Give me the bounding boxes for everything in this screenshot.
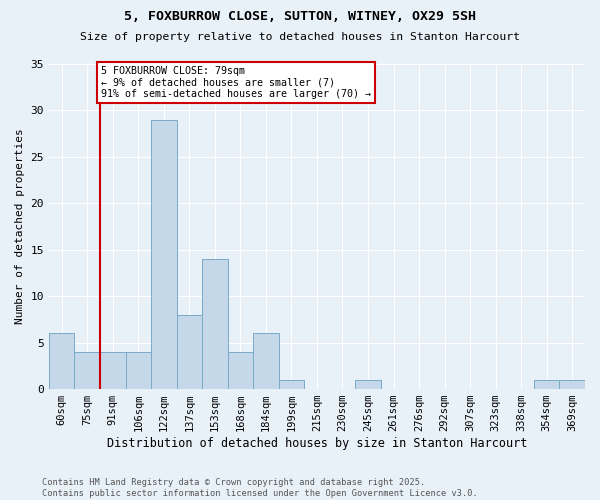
Bar bbox=[125, 352, 151, 389]
Bar bbox=[355, 380, 381, 389]
Text: Size of property relative to detached houses in Stanton Harcourt: Size of property relative to detached ho… bbox=[80, 32, 520, 42]
Bar bbox=[534, 380, 559, 389]
Bar bbox=[559, 380, 585, 389]
Bar bbox=[227, 352, 253, 389]
Y-axis label: Number of detached properties: Number of detached properties bbox=[15, 128, 25, 324]
Bar bbox=[253, 334, 278, 389]
Bar bbox=[100, 352, 125, 389]
X-axis label: Distribution of detached houses by size in Stanton Harcourt: Distribution of detached houses by size … bbox=[107, 437, 527, 450]
Bar bbox=[49, 334, 74, 389]
Text: 5, FOXBURROW CLOSE, SUTTON, WITNEY, OX29 5SH: 5, FOXBURROW CLOSE, SUTTON, WITNEY, OX29… bbox=[124, 10, 476, 23]
Bar bbox=[202, 259, 227, 389]
Text: 5 FOXBURROW CLOSE: 79sqm
← 9% of detached houses are smaller (7)
91% of semi-det: 5 FOXBURROW CLOSE: 79sqm ← 9% of detache… bbox=[101, 66, 371, 99]
Text: Contains HM Land Registry data © Crown copyright and database right 2025.
Contai: Contains HM Land Registry data © Crown c… bbox=[42, 478, 478, 498]
Bar bbox=[74, 352, 100, 389]
Bar bbox=[176, 315, 202, 389]
Bar bbox=[278, 380, 304, 389]
Bar bbox=[151, 120, 176, 389]
